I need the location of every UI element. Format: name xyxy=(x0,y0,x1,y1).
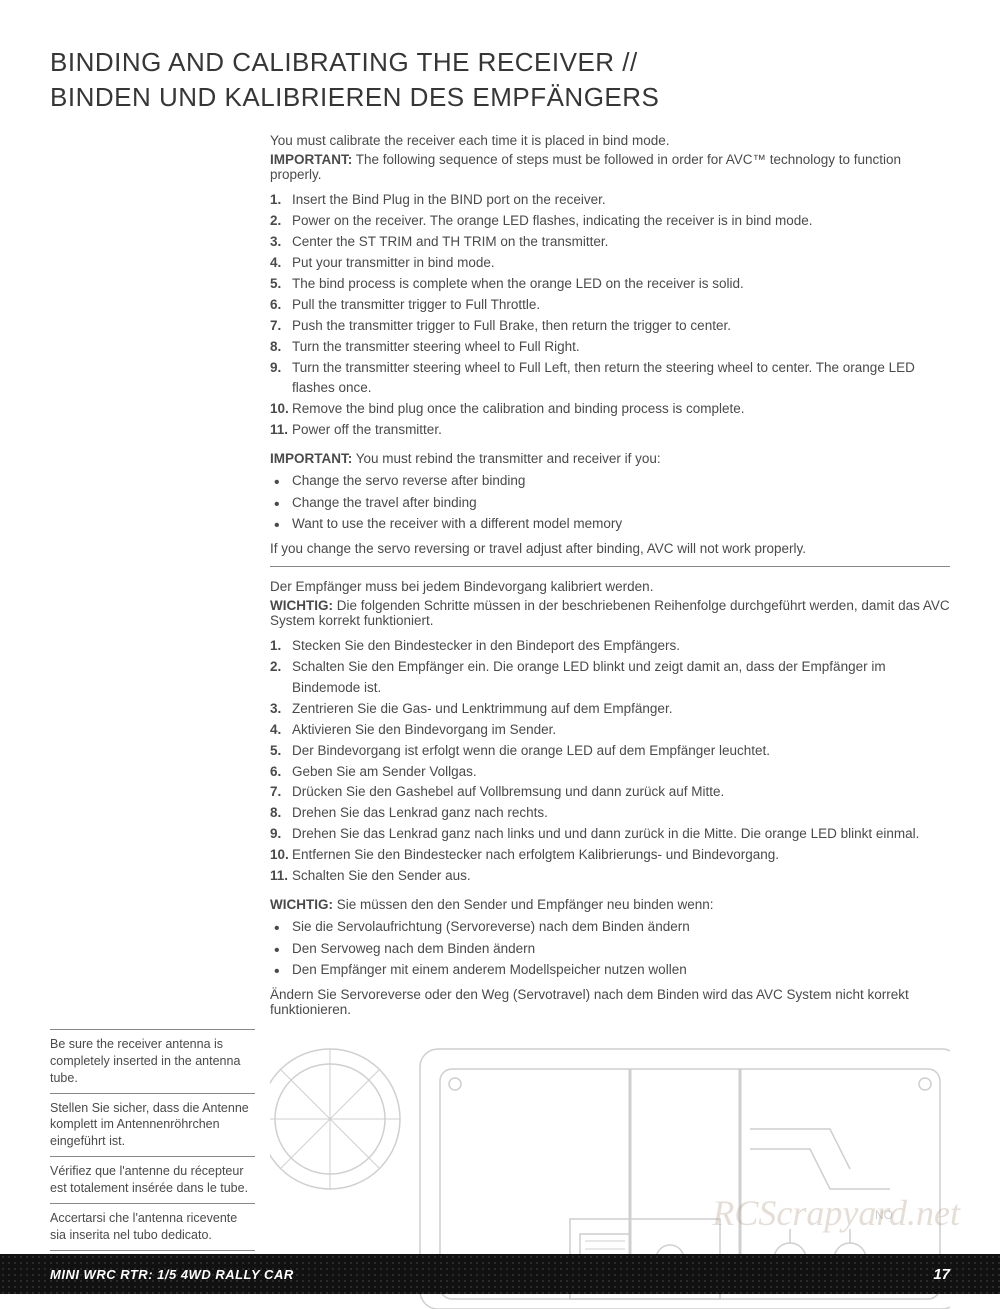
step-item: Put your transmitter in bind mode. xyxy=(270,253,950,274)
en-intro: You must calibrate the receiver each tim… xyxy=(270,133,950,148)
step-item: Insert the Bind Plug in the BIND port on… xyxy=(270,190,950,211)
note-fr: Vérifiez que l'antenne du récepteur est … xyxy=(50,1156,255,1203)
bullet-item: Den Servoweg nach dem Binden ändern xyxy=(270,938,950,960)
step-item: Power off the transmitter. xyxy=(270,420,950,441)
wichtig-label: WICHTIG: xyxy=(270,598,333,613)
de-intro: Der Empfänger muss bei jedem Bindevorgan… xyxy=(270,579,950,594)
de-wichtig: WICHTIG: Die folgenden Schritte müssen i… xyxy=(270,598,950,628)
note-de: Stellen Sie sicher, dass die Antenne kom… xyxy=(50,1093,255,1157)
important-label: IMPORTANT: xyxy=(270,152,352,167)
page-footer: MINI WRC RTR: 1/5 4WD RALLY CAR 17 xyxy=(0,1254,1000,1294)
title-en: BINDING AND CALIBRATING THE RECEIVER // xyxy=(50,47,638,77)
step-item: Turn the transmitter steering wheel to F… xyxy=(270,337,950,358)
footer-title: MINI WRC RTR: 1/5 4WD RALLY CAR xyxy=(50,1267,294,1282)
step-item: Geben Sie am Sender Vollgas. xyxy=(270,762,950,783)
en-steps-list: Insert the Bind Plug in the BIND port on… xyxy=(270,190,950,441)
step-item: Schalten Sie den Empfänger ein. Die oran… xyxy=(270,657,950,699)
title-de: BINDEN UND KALIBRIEREN DES EMPFÄNGERS xyxy=(50,82,659,112)
de-closing: Ändern Sie Servoreverse oder den Weg (Se… xyxy=(270,987,950,1017)
section-divider xyxy=(270,566,950,567)
bullet-item: Change the travel after binding xyxy=(270,492,950,514)
bullet-item: Want to use the receiver with a differen… xyxy=(270,513,950,535)
bullet-item: Change the servo reverse after binding xyxy=(270,470,950,492)
important-text: The following sequence of steps must be … xyxy=(270,152,901,182)
step-item: Drehen Sie das Lenkrad ganz nach links u… xyxy=(270,824,950,845)
step-item: Schalten Sie den Sender aus. xyxy=(270,866,950,887)
en-closing: If you change the servo reversing or tra… xyxy=(270,541,950,556)
important-label: IMPORTANT: xyxy=(270,451,352,466)
en-rebind-bullets: Change the servo reverse after binding C… xyxy=(270,470,950,535)
step-item: Push the transmitter trigger to Full Bra… xyxy=(270,316,950,337)
step-item: Drehen Sie das Lenkrad ganz nach rechts. xyxy=(270,803,950,824)
step-item: Aktivieren Sie den Bindevorgang im Sende… xyxy=(270,720,950,741)
step-item: Entfernen Sie den Bindestecker nach erfo… xyxy=(270,845,950,866)
wichtig-text: Die folgenden Schritte müssen in der bes… xyxy=(270,598,950,628)
footer-page-number: 17 xyxy=(933,1266,950,1283)
en-important: IMPORTANT: The following sequence of ste… xyxy=(270,152,950,182)
de-steps-list: Stecken Sie den Bindestecker in den Bind… xyxy=(270,636,950,887)
step-item: Remove the bind plug once the calibratio… xyxy=(270,399,950,420)
note-it: Accertarsi che l'antenna ricevente sia i… xyxy=(50,1203,255,1251)
en-rebind-intro: IMPORTANT: You must rebind the transmitt… xyxy=(270,451,950,466)
bullet-item: Den Empfänger mit einem anderem Modellsp… xyxy=(270,959,950,981)
step-item: Der Bindevorgang ist erfolgt wenn die or… xyxy=(270,741,950,762)
step-item: Zentrieren Sie die Gas- und Lenktrimmung… xyxy=(270,699,950,720)
wichtig-label: WICHTIG: xyxy=(270,897,333,912)
de-rebind-intro: WICHTIG: Sie müssen den den Sender und E… xyxy=(270,897,950,912)
step-item: Pull the transmitter trigger to Full Thr… xyxy=(270,295,950,316)
note-en: Be sure the receiver antenna is complete… xyxy=(50,1029,255,1093)
step-item: Center the ST TRIM and TH TRIM on the tr… xyxy=(270,232,950,253)
page-title: BINDING AND CALIBRATING THE RECEIVER // … xyxy=(50,45,950,115)
step-item: Stecken Sie den Bindestecker in den Bind… xyxy=(270,636,950,657)
step-item: Drücken Sie den Gashebel auf Vollbremsun… xyxy=(270,782,950,803)
de-rebind-bullets: Sie die Servolaufrichtung (Servoreverse)… xyxy=(270,916,950,981)
step-item: Turn the transmitter steering wheel to F… xyxy=(270,358,950,400)
svg-text:NO: NO xyxy=(875,1208,893,1222)
step-item: The bind process is complete when the or… xyxy=(270,274,950,295)
step-item: Power on the receiver. The orange LED fl… xyxy=(270,211,950,232)
bullet-item: Sie die Servolaufrichtung (Servoreverse)… xyxy=(270,916,950,938)
